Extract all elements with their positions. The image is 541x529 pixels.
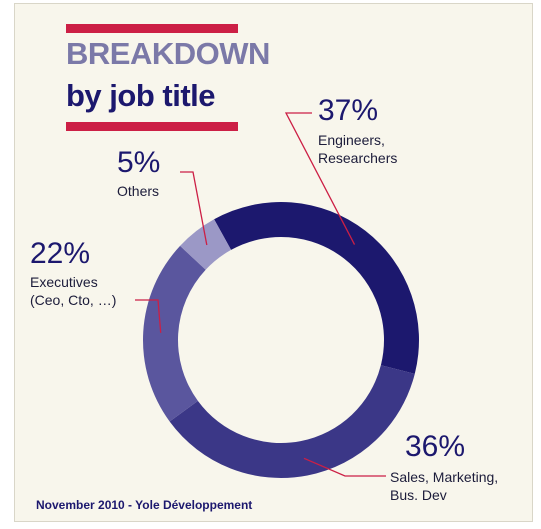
slice-label-executives-line2: (Ceo, Cto, …) [30,291,116,309]
donut-slice-executives [143,246,206,422]
slice-label-others: Others [117,182,159,200]
slice-label-others-line1: Others [117,182,159,200]
slice-label-sales-line2: Bus. Dev [390,486,498,504]
slice-label-sales-line1: Sales, Marketing, [390,468,498,486]
slice-label-engineers-line1: Engineers, [318,131,397,149]
slice-label-executives-line1: Executives [30,273,116,291]
slice-label-sales: Sales, Marketing, Bus. Dev [390,468,498,504]
donut-slice-sales [170,365,415,478]
slice-label-executives-percent: 22% [30,239,90,269]
slice-label-sales-percent: 36% [405,432,465,462]
donut-slice-engineers [214,202,419,374]
source-footer: November 2010 - Yole Développement [36,498,252,512]
slice-label-engineers: Engineers, Researchers [318,131,397,167]
slice-label-others-percent: 5% [117,148,160,178]
slice-label-engineers-percent: 37% [318,96,378,126]
slice-label-engineers-line2: Researchers [318,149,397,167]
slice-label-executives: Executives (Ceo, Cto, …) [30,273,116,309]
